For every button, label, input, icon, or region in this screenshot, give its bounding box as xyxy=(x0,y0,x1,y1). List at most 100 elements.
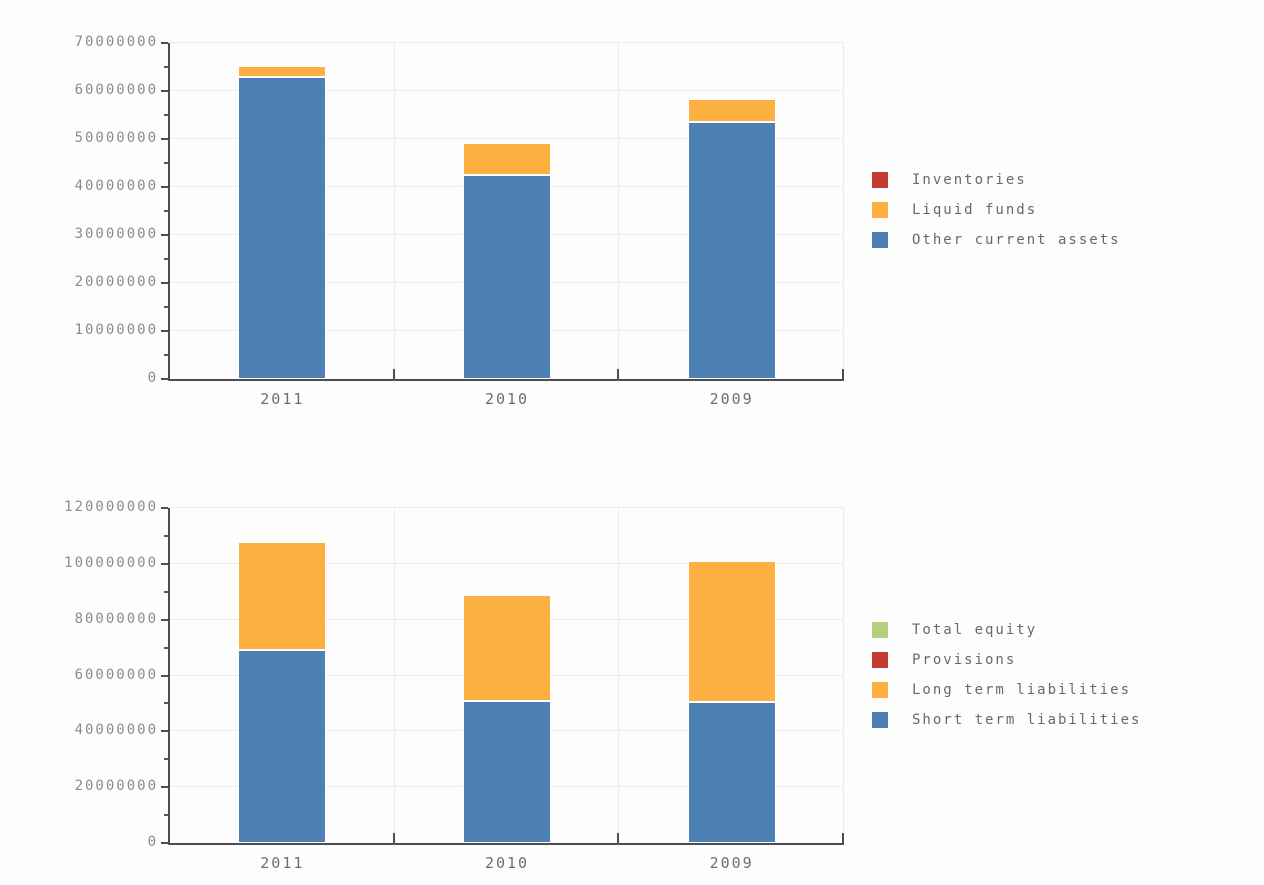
y-tick-major xyxy=(161,730,168,733)
x-tick xyxy=(392,833,395,843)
x-gridline xyxy=(843,508,844,843)
y-tick-major xyxy=(161,330,168,332)
y-axis-label: 80000000 xyxy=(74,610,158,627)
y-gridline xyxy=(170,618,844,620)
y-gridline xyxy=(170,42,844,43)
x-axis-label: 2009 xyxy=(709,854,754,872)
y-gridline xyxy=(170,234,844,235)
bar-group-2011 xyxy=(238,508,327,843)
bar-segment-liquid-funds xyxy=(687,99,776,123)
y-axis-label: 120000000 xyxy=(64,499,158,515)
legend-item: Short term liabilities xyxy=(872,705,1141,735)
y-axis-label: 0 xyxy=(147,834,158,850)
x-gridline xyxy=(843,43,844,379)
y-tick-minor xyxy=(164,534,168,537)
legend-swatch-icon xyxy=(872,712,888,728)
legend-label: Provisions xyxy=(912,652,1017,668)
bar-group-2011 xyxy=(238,43,327,379)
x-axis-label: 2010 xyxy=(484,390,530,408)
x-axis-label: 2011 xyxy=(260,390,305,408)
y-tick-minor xyxy=(164,354,168,356)
y-tick-major xyxy=(161,378,168,380)
y-gridline xyxy=(170,674,844,676)
bar-group-2009 xyxy=(687,43,776,379)
legend-item: Provisions xyxy=(872,645,1141,675)
y-gridline xyxy=(170,507,844,508)
y-axis-label: 0 xyxy=(147,370,158,386)
y-tick-major xyxy=(161,42,168,44)
y-axis-label: 40000000 xyxy=(74,722,158,739)
y-tick-major xyxy=(161,674,168,677)
bar-segment-long-term-liabilities xyxy=(463,594,551,701)
y-tick-minor xyxy=(164,814,168,817)
y-gridline xyxy=(170,186,844,187)
y-tick-minor xyxy=(164,306,168,308)
y-tick-major xyxy=(161,234,168,236)
x-tick xyxy=(617,833,620,843)
y-tick-major xyxy=(161,618,168,621)
bar-segment-long-term-liabilities xyxy=(238,541,327,651)
legend: Inventories Liquid funds Other current ass… xyxy=(872,165,1121,255)
y-tick-major xyxy=(161,562,168,565)
y-axis-label: 40000000 xyxy=(74,178,158,194)
bar-segment-liquid-funds xyxy=(238,66,327,77)
legend-swatch-icon xyxy=(872,682,888,698)
y-tick-minor xyxy=(164,590,168,593)
x-gridline xyxy=(618,43,620,379)
x-axis-label: 2011 xyxy=(260,854,305,872)
bar-segment-liquid-funds xyxy=(463,142,551,175)
bar-group-2010 xyxy=(463,508,551,843)
x-axis-label: 2009 xyxy=(709,390,754,408)
x-tick xyxy=(617,369,620,379)
legend-swatch-icon xyxy=(872,202,888,218)
y-tick-minor xyxy=(164,758,168,761)
legend-item: Inventories xyxy=(872,165,1121,195)
bar-group-2009 xyxy=(687,508,776,843)
y-gridline xyxy=(170,282,844,283)
legend: Total equity Provisions Long term liabilit… xyxy=(872,615,1141,735)
y-tick-major xyxy=(161,507,168,509)
x-axis-label: 2010 xyxy=(484,854,530,872)
legend-swatch-icon xyxy=(872,622,888,638)
y-axis-label: 100000000 xyxy=(64,554,158,571)
bar-segment-other-current-assets xyxy=(463,175,551,379)
plot-area xyxy=(161,42,844,381)
x-tick xyxy=(842,369,844,379)
bar-segment-long-term-liabilities xyxy=(687,561,776,703)
bar-segment-other-current-assets xyxy=(238,76,327,379)
y-tick-major xyxy=(161,282,168,284)
legend-item: Long term liabilities xyxy=(872,675,1141,705)
legend-swatch-icon xyxy=(872,172,888,188)
x-gridline xyxy=(393,508,395,843)
legend-label: Long term liabilities xyxy=(912,682,1132,698)
bar-segment-short-term-liabilities xyxy=(463,700,551,843)
x-gridline xyxy=(393,43,395,379)
x-gridline xyxy=(618,508,620,843)
y-tick-minor xyxy=(164,210,168,212)
y-gridline xyxy=(170,330,844,331)
y-tick-minor xyxy=(164,258,168,260)
legend-item: Total equity xyxy=(872,615,1141,645)
bar-segment-short-term-liabilities xyxy=(687,702,776,843)
bar-segment-short-term-liabilities xyxy=(238,650,327,843)
y-tick-major xyxy=(161,90,168,92)
x-tick xyxy=(392,369,395,379)
y-tick-major xyxy=(161,186,168,188)
legend-label: Total equity xyxy=(912,622,1038,638)
y-axis-label: 20000000 xyxy=(74,778,158,795)
y-tick-minor xyxy=(164,66,168,68)
y-gridline xyxy=(170,138,844,139)
x-tick xyxy=(842,833,844,843)
legend-item: Liquid funds xyxy=(872,195,1121,225)
legend-swatch-icon xyxy=(872,232,888,248)
y-tick-major xyxy=(161,786,168,789)
legend-swatch-icon xyxy=(872,652,888,668)
legend-label: Short term liabilities xyxy=(912,712,1142,728)
y-axis-label: 50000000 xyxy=(74,130,158,146)
bar-segment-other-current-assets xyxy=(687,122,776,379)
y-tick-minor xyxy=(164,646,168,649)
y-tick-minor xyxy=(164,162,168,164)
